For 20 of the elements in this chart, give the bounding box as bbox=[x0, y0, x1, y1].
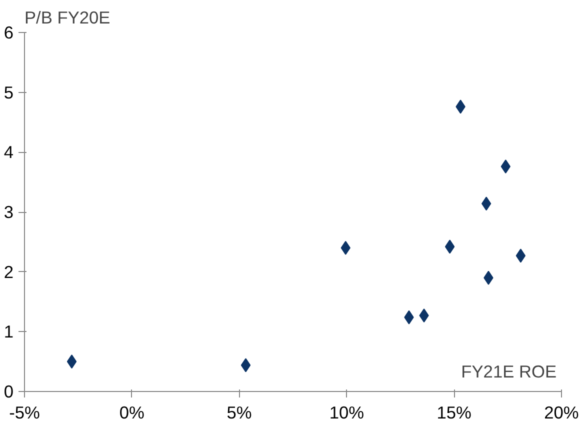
x-tick-label: -5% bbox=[9, 402, 40, 422]
y-axis-title: P/B FY20E bbox=[24, 8, 110, 28]
y-tick-label: 0 bbox=[4, 382, 14, 402]
x-tick-label: 15% bbox=[436, 402, 472, 422]
y-tick-label: 4 bbox=[4, 142, 14, 162]
x-tick-label: 10% bbox=[329, 402, 364, 422]
point bbox=[444, 240, 455, 254]
x-tick-label: 0% bbox=[119, 402, 144, 422]
x-tick-label: 5% bbox=[226, 402, 252, 422]
y-tick-label: 3 bbox=[4, 202, 14, 222]
point bbox=[66, 354, 77, 369]
y-tick-label: 2 bbox=[4, 262, 14, 282]
point bbox=[481, 196, 492, 211]
x-tick-label: 20% bbox=[544, 402, 579, 422]
y-tick-label: 1 bbox=[4, 322, 14, 342]
point bbox=[240, 358, 251, 372]
y-tick-label: 6 bbox=[4, 22, 14, 42]
point bbox=[516, 248, 526, 263]
y-tick-label: 5 bbox=[4, 82, 14, 102]
x-axis-title: FY21E ROE bbox=[461, 362, 557, 382]
